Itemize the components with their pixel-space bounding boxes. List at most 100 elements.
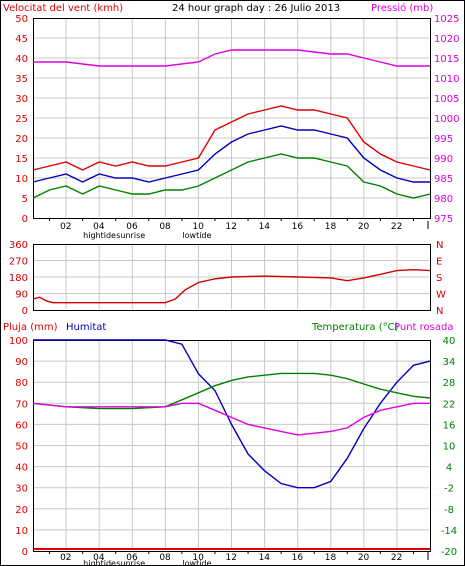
pressure-tick-label: 1020: [434, 34, 459, 45]
rain-axis-label: Pluja (mm): [3, 322, 58, 333]
event-label-bottom-sunrise: sunrise: [116, 559, 145, 566]
rain-tick-label: 100: [9, 336, 28, 347]
rain-tick-label: 80: [15, 378, 28, 389]
compass-tick-label: N: [436, 306, 443, 317]
panel-frame-3: [33, 340, 431, 552]
dewpoint-axis-label: Punt rosada: [394, 322, 453, 333]
hour-tick-label: 08: [159, 222, 171, 232]
rain-tick-label: 10: [15, 526, 28, 537]
hour-tick-label: 06: [126, 553, 138, 563]
temp-tick-label: -8: [444, 505, 454, 516]
rain-tick-label: 90: [15, 357, 28, 368]
series-dewpoint-line: [32, 402, 430, 436]
wind-tick-label: 30: [15, 94, 28, 105]
humidity-axis-label: Humitat: [66, 322, 106, 333]
hour-tick-label: 22: [391, 222, 402, 232]
series-temperature-line: [32, 372, 431, 410]
hour-tick-label: 12: [226, 222, 237, 232]
pressure-tick-label: 995: [434, 134, 453, 145]
wind-tick-label: 0: [22, 214, 28, 225]
pressure-tick-label: 980: [434, 194, 453, 205]
pressure-tick-label: 1005: [434, 94, 459, 105]
wind-tick-label: 20: [15, 134, 28, 145]
hour-tick-label: 22: [391, 553, 402, 563]
wind-tick-label: 15: [15, 154, 28, 165]
event-label-bottom-hightide: hightide: [83, 559, 116, 566]
rain-tick-label: 50: [15, 442, 28, 453]
pressure-tick-label: 1015: [434, 54, 459, 65]
compass-tick-label: W: [436, 290, 446, 301]
panel-frame-2: [33, 244, 431, 311]
hour-tick-label: 12: [226, 553, 237, 563]
event-label-sunrise: sunrise: [116, 231, 145, 240]
event-label-hightide: hightide: [83, 231, 116, 240]
direction-tick-label: 360: [9, 240, 28, 251]
temp-tick-label: 40: [443, 336, 456, 347]
panel-frame-1: [33, 18, 431, 219]
temp-tick-label: 28: [443, 378, 456, 389]
temp-tick-label: -20: [441, 547, 457, 558]
rain-tick-label: 60: [15, 420, 28, 431]
temp-tick-label: 10: [443, 442, 456, 453]
pressure-tick-label: 990: [434, 154, 453, 165]
pressure-tick-label: 975: [434, 214, 453, 225]
wind-tick-label: 50: [15, 14, 28, 25]
direction-tick-label: 90: [15, 290, 28, 301]
chart-title: 24 hour graph day : 26 Julio 2013: [172, 3, 340, 14]
pressure-tick-label: 985: [434, 174, 453, 185]
wind-tick-label: 45: [15, 34, 28, 45]
wind-axis-label: Velocitat del vent (kmh): [3, 3, 123, 14]
compass-tick-label: S: [436, 273, 442, 284]
series-humidity-line: [33, 339, 431, 489]
wind-tick-label: 5: [22, 194, 28, 205]
event-label-bottom-lowtide: lowtide: [182, 559, 211, 566]
rain-tick-label: 20: [15, 505, 28, 516]
hour-tick-label: 14: [259, 553, 271, 563]
series-min-line: [32, 153, 431, 199]
series-direction-line: [32, 268, 431, 304]
pressure-axis-label: Pressió (mb): [371, 2, 433, 14]
event-label-lowtide: lowtide: [182, 231, 211, 240]
series-pressure-line: [33, 49, 430, 67]
hour-tick-label: 20: [358, 222, 370, 232]
temp-tick-label: 4: [446, 463, 452, 474]
hour-tick-label: 02: [60, 222, 71, 232]
plot-layer: 0202040406060808101012121414161618182020…: [9, 14, 460, 566]
pressure-tick-label: 1000: [434, 114, 459, 125]
series-gust-line: [32, 105, 431, 171]
direction-tick-label: 180: [9, 273, 28, 284]
hour-tick-label: 14: [259, 222, 271, 232]
hour-tick-label: 18: [325, 222, 337, 232]
pressure-tick-label: 1010: [434, 74, 459, 85]
temperature-axis-label: Temperatura (°C): [311, 322, 399, 333]
temp-tick-label: 22: [443, 399, 456, 410]
wind-tick-label: 10: [15, 174, 28, 185]
temp-tick-label: 16: [443, 420, 456, 431]
hour-tick-label: 16: [292, 222, 304, 232]
temp-tick-label: 34: [443, 357, 456, 368]
wind-tick-label: 40: [15, 54, 28, 65]
hour-tick-label: 10: [192, 553, 204, 563]
hour-tick-label: 04: [93, 222, 105, 232]
direction-tick-label: 0: [22, 306, 28, 317]
compass-tick-label: E: [436, 257, 442, 268]
hour-tick-label: 02: [60, 553, 71, 563]
rain-tick-label: 70: [15, 399, 28, 410]
rain-tick-label: 30: [15, 484, 28, 495]
hour-tick-label: 06: [126, 222, 138, 232]
series-average-line: [32, 125, 430, 183]
direction-tick-label: 270: [9, 257, 28, 268]
rain-tick-label: 0: [22, 547, 28, 558]
hour-tick-label: 10: [192, 222, 204, 232]
compass-tick-label: N: [436, 240, 443, 251]
hour-tick-label: 04: [93, 553, 105, 563]
temp-tick-label: -2: [444, 484, 454, 495]
pressure-tick-label: 1025: [434, 14, 459, 25]
hour-tick-label: 16: [292, 553, 304, 563]
wind-tick-label: 25: [15, 114, 28, 125]
hour-tick-label: 18: [325, 553, 337, 563]
hour-tick-label: 08: [159, 553, 171, 563]
